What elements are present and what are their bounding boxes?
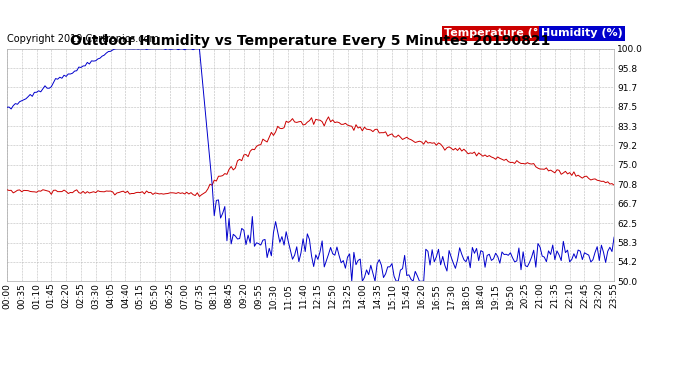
- Text: Humidity (%): Humidity (%): [541, 28, 623, 38]
- Text: Copyright 2019 Cartronics.com: Copyright 2019 Cartronics.com: [7, 34, 159, 44]
- Text: Temperature (°F): Temperature (°F): [444, 28, 551, 38]
- Title: Outdoor Humidity vs Temperature Every 5 Minutes 20190821: Outdoor Humidity vs Temperature Every 5 …: [70, 34, 551, 48]
